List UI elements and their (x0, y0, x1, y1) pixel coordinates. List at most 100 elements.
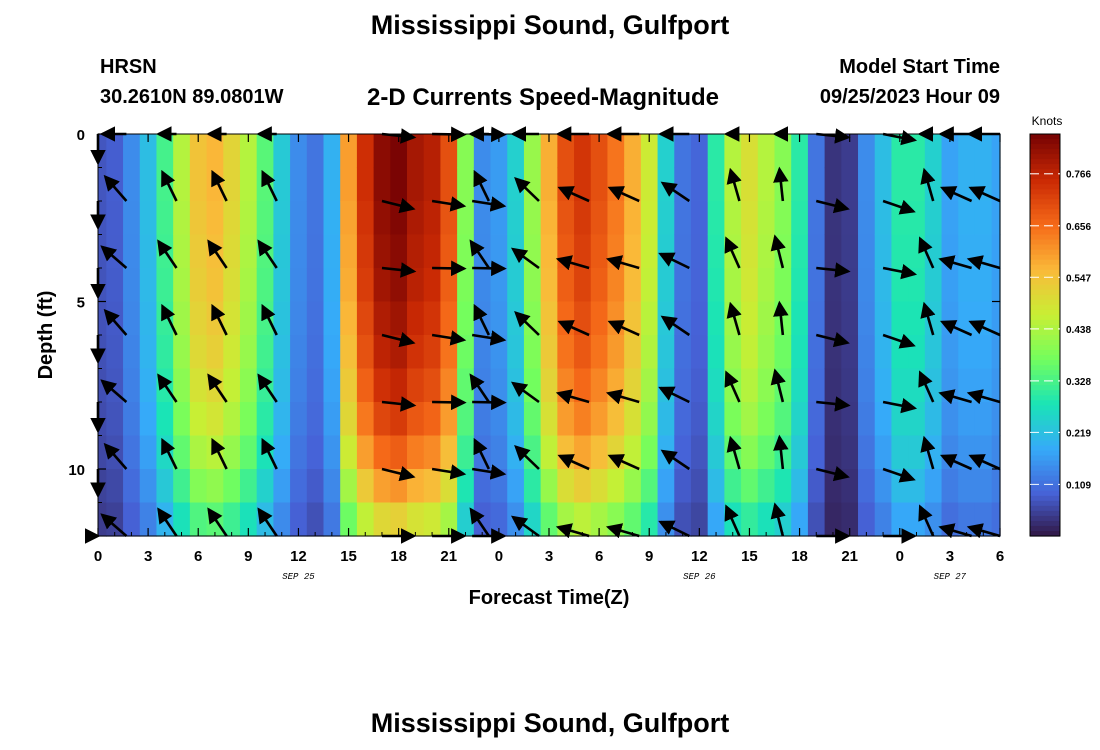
heatmap-cell (991, 268, 1001, 303)
colorbar-segment (1030, 525, 1060, 532)
heatmap-cell (858, 368, 876, 403)
heatmap-cell (490, 234, 508, 269)
heatmap-cell (423, 268, 442, 303)
heatmap-cell (440, 134, 458, 169)
heatmap-cell (690, 134, 709, 169)
heatmap-cell (490, 502, 508, 537)
current-arrow (471, 464, 507, 480)
colorbar-segment (1030, 169, 1060, 175)
heatmap-cell (640, 435, 659, 470)
heatmap-cell (891, 435, 909, 470)
current-arrow (660, 315, 691, 337)
colorbar-segment (1030, 229, 1060, 236)
heatmap-cell (858, 301, 876, 336)
heatmap-cell (223, 368, 241, 403)
colorbar-segment (1030, 254, 1060, 261)
current-arrow (939, 454, 973, 471)
heatmap-cell (507, 268, 525, 303)
heatmap-cell (340, 368, 358, 403)
heatmap-cell (757, 134, 776, 169)
heatmap-cell (791, 502, 809, 537)
current-arrow (773, 434, 789, 470)
heatmap-cell (123, 469, 141, 504)
colorbar-segment (1030, 249, 1060, 256)
heatmap-cell (974, 134, 993, 169)
colorbar-segment (1030, 425, 1060, 432)
heatmap-cell (774, 469, 792, 504)
current-arrow (103, 308, 128, 336)
heatmap-cell (239, 234, 258, 269)
colorbar-segment (1030, 340, 1060, 346)
heatmap-cell (574, 402, 592, 437)
heatmap-cell (941, 469, 959, 504)
heatmap-cell (223, 469, 241, 504)
colorbar-segment (1030, 365, 1060, 371)
heatmap-cell (774, 402, 792, 437)
heatmap-cell (908, 502, 926, 537)
heatmap-cell (908, 368, 926, 403)
heatmap-cell (674, 234, 692, 269)
heatmap-cell (741, 469, 759, 504)
heatmap-cell (757, 167, 776, 202)
heatmap-cell (156, 134, 174, 169)
heatmap-cell (557, 167, 575, 202)
heatmap-cell (557, 402, 575, 437)
x-tick-label: 3 (144, 548, 152, 565)
current-arrow (555, 523, 590, 539)
heatmap-cell (624, 469, 642, 504)
x-tick-label: 0 (896, 548, 904, 565)
heatmap-cell (423, 368, 442, 403)
heatmap-cell (791, 234, 809, 269)
heatmap-cell (590, 301, 609, 336)
x-tick-label: 3 (946, 548, 954, 565)
heatmap-cell (123, 301, 141, 336)
heatmap-cell (273, 201, 291, 236)
heatmap-cell (290, 234, 308, 269)
date-label: SEP 25 (282, 572, 315, 582)
heatmap-cell (724, 268, 742, 303)
heatmap-cell (440, 368, 458, 403)
colorbar-segment (1030, 314, 1060, 321)
heatmap-cell (356, 134, 375, 169)
heatmap-cell (557, 268, 575, 303)
colorbar-segment (1030, 324, 1060, 331)
heatmap-cell (791, 335, 809, 370)
heatmap-cell (423, 402, 442, 437)
current-arrow (660, 449, 691, 471)
date-label: SEP 26 (683, 572, 716, 582)
heatmap-cell (306, 167, 325, 202)
colorbar-segment (1030, 450, 1060, 457)
heatmap-cell (223, 301, 241, 336)
colorbar-segment (1030, 179, 1060, 185)
colorbar-segment (1030, 350, 1060, 356)
heatmap-cell (674, 134, 692, 169)
heatmap-cell (290, 469, 308, 504)
heatmap-cell (991, 402, 1001, 437)
heatmap-cell (457, 134, 475, 169)
current-arrow (103, 174, 128, 202)
colorbar-segment (1030, 500, 1060, 507)
heatmap-cell (306, 335, 325, 370)
heatmap-cell (540, 234, 558, 269)
heatmap-cell (390, 502, 408, 537)
heatmap-cell (373, 134, 391, 169)
heatmap-cell (607, 335, 625, 370)
heatmap-cell (123, 201, 141, 236)
heatmap-cell (974, 268, 993, 303)
current-arrow (816, 396, 851, 412)
heatmap-cell (540, 335, 558, 370)
heatmap-cell (306, 134, 325, 169)
heatmap-cell (807, 435, 826, 470)
current-arrow (605, 389, 640, 405)
heatmap-cell (540, 502, 558, 537)
current-arrow (607, 454, 640, 471)
heatmap-cell (640, 469, 659, 504)
current-arrow (770, 368, 786, 403)
current-arrow (724, 236, 741, 269)
heatmap-cell (991, 301, 1001, 336)
heatmap-cell (139, 134, 158, 169)
colorbar-segment (1030, 520, 1060, 527)
heatmap-cell (373, 301, 391, 336)
colorbar-segment (1030, 264, 1060, 271)
current-arrow (938, 255, 972, 271)
